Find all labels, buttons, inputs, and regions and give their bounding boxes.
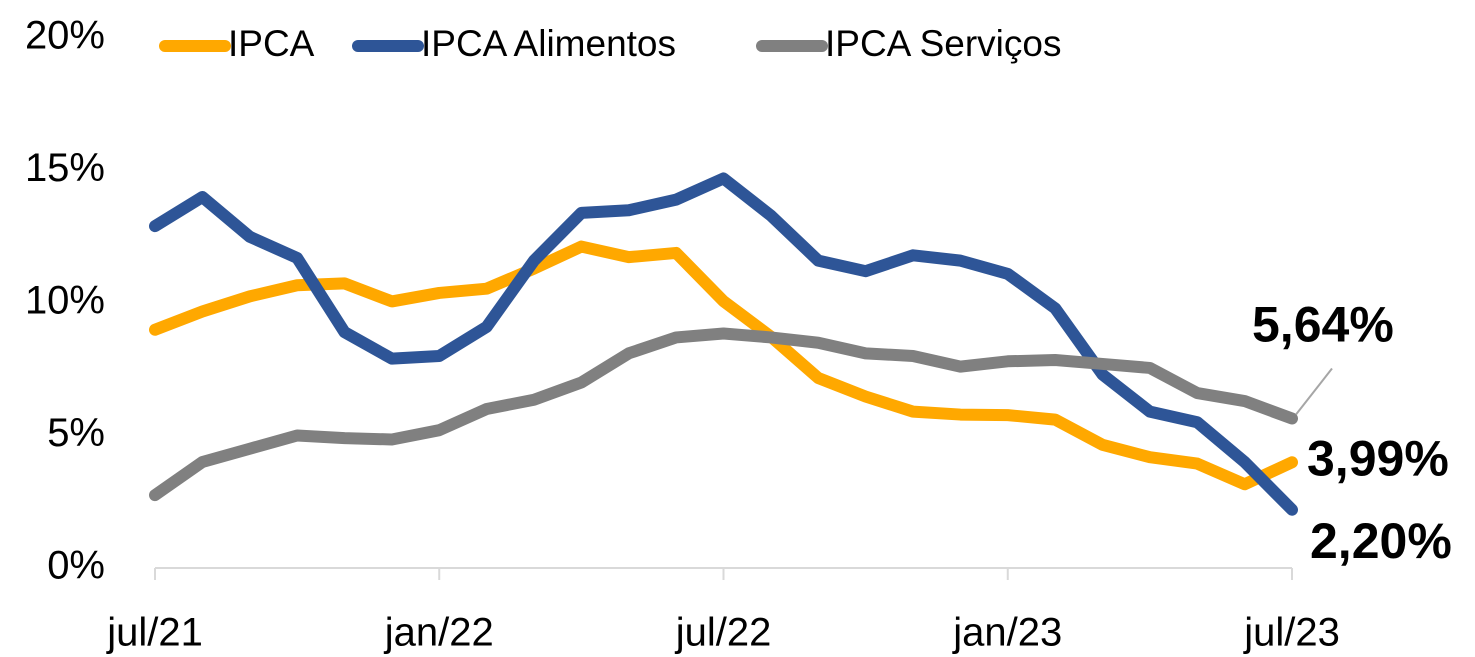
x-tick-label: jan/22 [384,611,494,655]
legend-label: IPCA [228,23,315,64]
x-tick-label: jul/22 [675,611,772,655]
y-tick-label: 15% [25,146,105,190]
data-label: 5,64% [1252,297,1394,353]
line-series [149,327,1298,502]
legend-label: IPCA Alimentos [421,23,676,64]
x-tick-label: jul/23 [1243,611,1340,655]
line-series [149,172,1298,516]
y-tick-label: 5% [47,411,105,455]
leader-line [1295,367,1333,416]
legend-label: IPCA Serviços [825,23,1061,64]
y-tick-label: 20% [25,14,105,58]
x-tick-label: jul/21 [106,611,203,655]
data-label: 3,99% [1307,430,1449,486]
x-tick-label: jan/23 [952,611,1062,655]
data-label: 2,20% [1310,513,1452,569]
line-series [149,240,1298,491]
y-tick-label: 10% [25,279,105,323]
y-tick-label: 0% [47,544,105,588]
